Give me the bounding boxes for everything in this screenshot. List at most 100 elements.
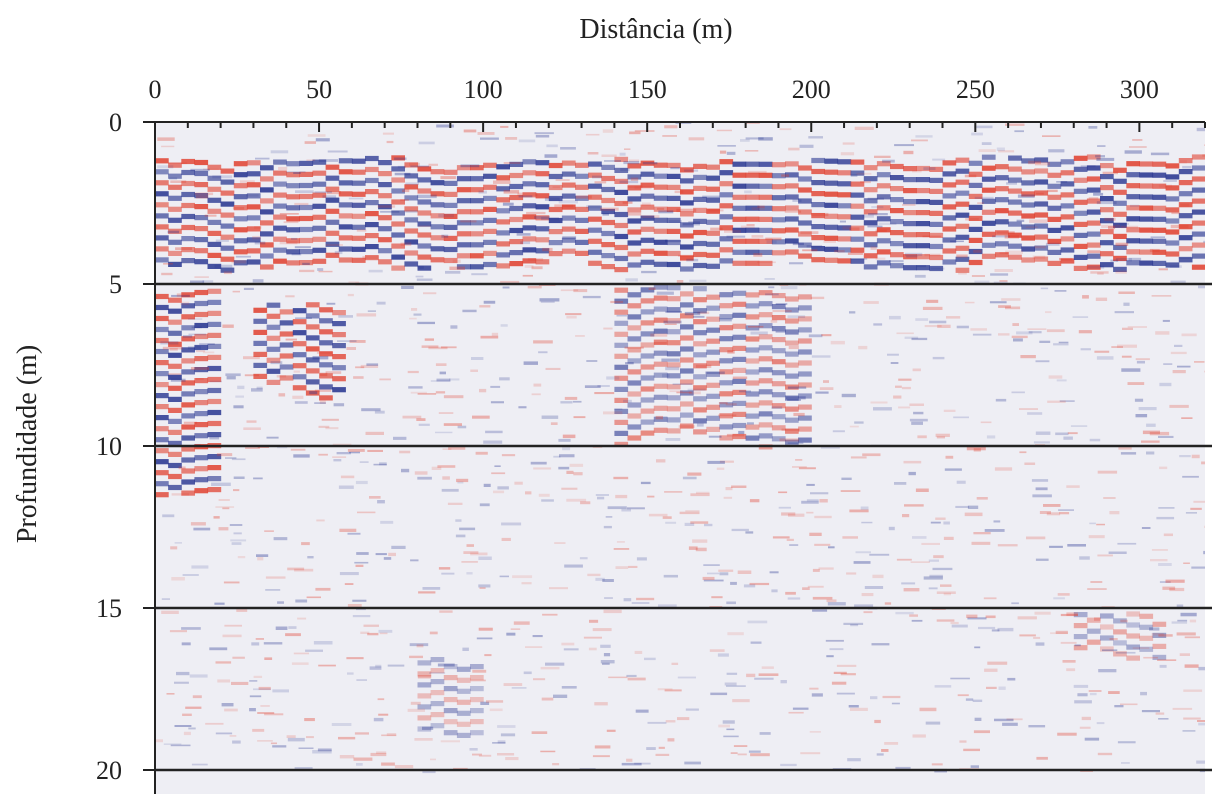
noise-speckle bbox=[603, 411, 623, 415]
reflector-segment bbox=[942, 226, 957, 232]
noise-speckle bbox=[215, 506, 235, 508]
noise-speckle bbox=[356, 552, 369, 555]
noise-speckle bbox=[882, 695, 901, 699]
noise-speckle bbox=[669, 390, 683, 393]
reflector-segment bbox=[1126, 194, 1140, 200]
noise-speckle bbox=[301, 542, 310, 546]
noise-speckle bbox=[1151, 633, 1164, 636]
noise-speckle bbox=[950, 677, 970, 680]
noise-speckle bbox=[244, 374, 259, 377]
reflector-segment bbox=[483, 228, 497, 234]
noise-speckle bbox=[882, 159, 895, 163]
reflector-segment bbox=[942, 204, 957, 210]
noise-speckle bbox=[558, 466, 570, 470]
noise-speckle bbox=[424, 338, 434, 341]
noise-speckle bbox=[541, 217, 559, 221]
noise-speckle bbox=[665, 366, 680, 371]
reflector-segment bbox=[680, 178, 694, 184]
reflector-segment bbox=[693, 262, 707, 269]
reflector-segment bbox=[719, 292, 734, 298]
noise-speckle bbox=[224, 624, 242, 627]
noise-speckle bbox=[554, 542, 566, 544]
reflector-segment bbox=[588, 183, 602, 189]
reflector-segment bbox=[246, 259, 261, 265]
reflector-segment bbox=[785, 318, 799, 324]
noise-speckle bbox=[229, 735, 237, 737]
reflector-segment bbox=[693, 196, 707, 202]
noise-speckle bbox=[726, 433, 745, 437]
noise-speckle bbox=[1149, 627, 1160, 631]
noise-speckle bbox=[199, 343, 215, 345]
reflector-segment bbox=[1060, 236, 1075, 242]
noise-speckle bbox=[1001, 298, 1021, 301]
reflector-segment bbox=[614, 178, 629, 184]
noise-speckle bbox=[1114, 311, 1134, 314]
noise-speckle bbox=[697, 311, 710, 315]
noise-speckle bbox=[1016, 219, 1025, 222]
noise-speckle bbox=[849, 425, 859, 428]
reflector-segment bbox=[430, 668, 445, 674]
noise-speckle bbox=[170, 546, 178, 550]
reflector-segment bbox=[890, 186, 904, 192]
reflector-segment bbox=[680, 368, 694, 374]
noise-speckle bbox=[213, 516, 220, 519]
noise-speckle bbox=[168, 162, 188, 164]
reflector-segment bbox=[312, 236, 327, 242]
reflector-segment bbox=[470, 697, 484, 703]
noise-speckle bbox=[356, 763, 363, 766]
noise-speckle bbox=[1191, 454, 1200, 459]
noise-speckle bbox=[1197, 720, 1205, 722]
reflector-segment bbox=[1113, 255, 1127, 261]
reflector-segment bbox=[758, 161, 773, 167]
noise-speckle bbox=[218, 527, 229, 531]
noise-speckle bbox=[500, 280, 520, 284]
reflector-segment bbox=[365, 177, 379, 184]
radar-traces bbox=[155, 122, 1205, 774]
reflector-segment bbox=[253, 362, 268, 368]
reflector-segment bbox=[404, 184, 419, 190]
reflector-segment bbox=[470, 220, 484, 226]
noise-speckle bbox=[369, 666, 382, 670]
reflector-segment bbox=[640, 430, 655, 436]
noise-speckle bbox=[726, 685, 746, 687]
noise-speckle bbox=[814, 543, 831, 546]
reflector-segment bbox=[496, 252, 510, 258]
reflector-segment bbox=[627, 174, 642, 180]
noise-speckle bbox=[709, 649, 725, 652]
noise-speckle bbox=[922, 306, 943, 310]
reflector-segment bbox=[430, 169, 445, 175]
noise-speckle bbox=[532, 635, 543, 638]
noise-speckle bbox=[1028, 725, 1046, 728]
reflector-segment bbox=[824, 180, 839, 186]
reflector-segment bbox=[981, 220, 996, 226]
reflector-segment bbox=[338, 224, 353, 230]
reflector-segment bbox=[732, 172, 747, 178]
reflector-segment bbox=[981, 242, 996, 248]
noise-speckle bbox=[657, 688, 673, 691]
reflector-segment bbox=[404, 239, 419, 245]
reflector-segment bbox=[286, 183, 300, 189]
reflector-segment bbox=[194, 367, 209, 373]
noise-speckle bbox=[193, 443, 201, 446]
noise-speckle bbox=[239, 180, 255, 184]
reflector-segment bbox=[443, 169, 458, 175]
reflector-segment bbox=[588, 260, 602, 266]
reflector-segment bbox=[758, 334, 773, 340]
reflector-segment bbox=[785, 428, 799, 434]
noise-speckle bbox=[1158, 563, 1172, 566]
reflector-segment bbox=[903, 177, 917, 183]
reflector-segment bbox=[955, 223, 970, 229]
noise-speckle bbox=[1045, 242, 1060, 246]
reflector-segment bbox=[1178, 235, 1193, 241]
noise-speckle bbox=[678, 254, 694, 257]
noise-speckle bbox=[1156, 516, 1175, 520]
reflector-segment bbox=[1178, 202, 1193, 208]
reflector-segment bbox=[181, 314, 195, 320]
noise-speckle bbox=[235, 255, 251, 258]
noise-speckle bbox=[810, 296, 825, 300]
noise-speckle bbox=[625, 362, 634, 365]
noise-speckle bbox=[931, 763, 943, 766]
reflector-segment bbox=[194, 170, 209, 177]
reflector-segment bbox=[706, 175, 720, 181]
